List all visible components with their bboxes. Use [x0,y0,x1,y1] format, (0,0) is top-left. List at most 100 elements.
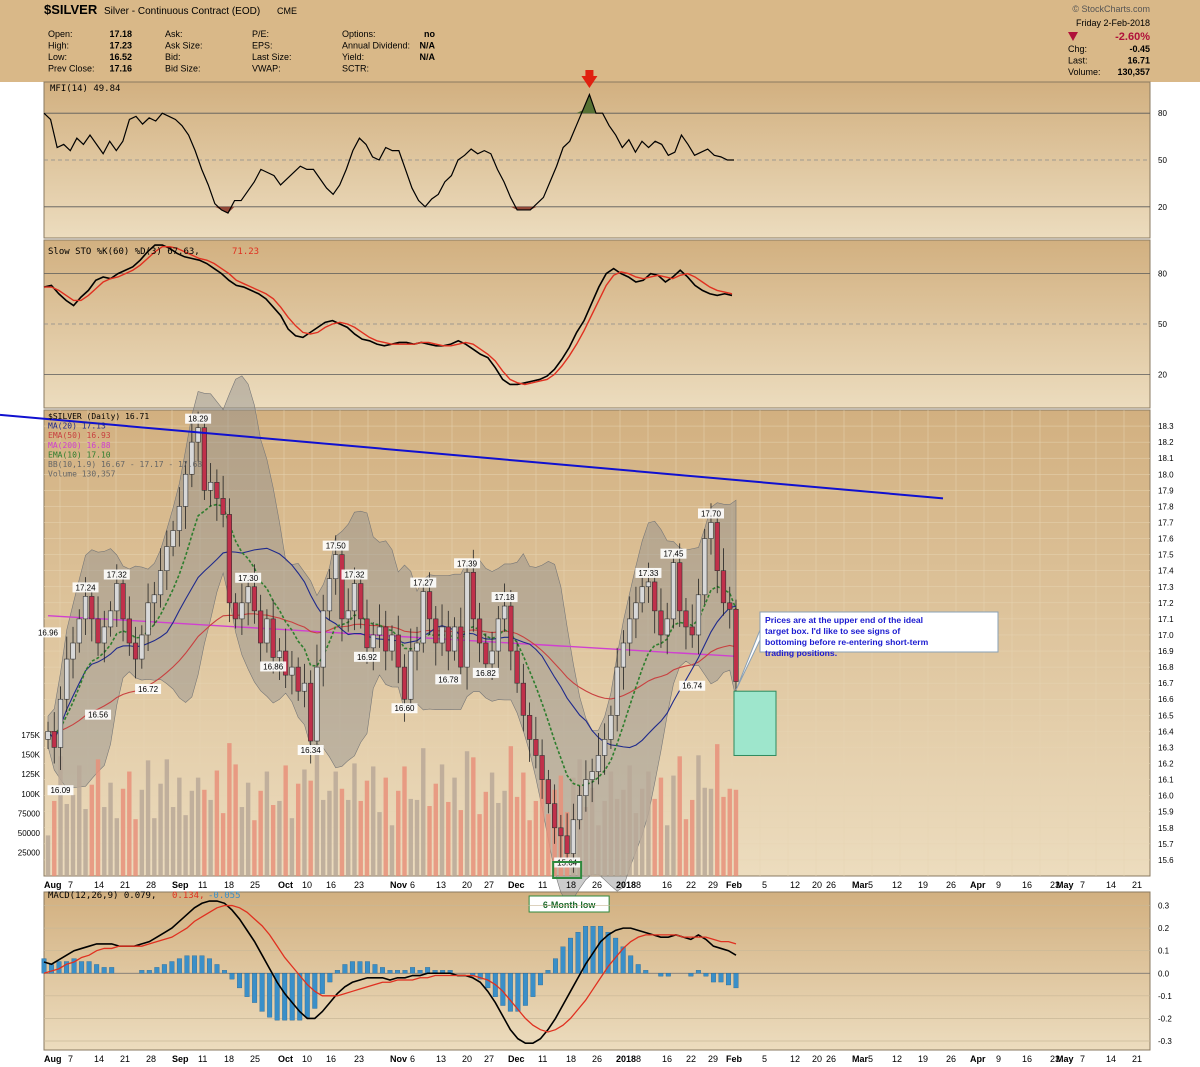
x-axis-label: 26 [592,1054,602,1064]
swing-label-bg [391,703,418,714]
volume-bar [589,787,595,876]
annotation-text: bottoming before re-entering short-term [765,637,929,647]
macd-histogram-bar [244,973,250,997]
volume-bar [189,790,195,876]
volume-bar [514,796,520,876]
axis-tick-label: -0.1 [1158,992,1172,1001]
x-axis-label: Oct [278,1054,293,1064]
sto-legend: Slow STO %K(60) %D(3) 67.63, [48,247,200,257]
swing-label-bg [353,651,380,662]
volume-bar [77,765,82,876]
swing-label-bg [491,592,518,603]
x-axis-label: May [1056,1054,1074,1064]
candle-body [276,650,283,658]
x-axis-label: 12 [790,1054,800,1064]
axis-tick-label: 15.8 [1158,824,1174,833]
candle-body [476,618,483,644]
x-axis-label: 12 [790,880,800,890]
x-axis-label: 18 [224,1054,234,1064]
macd-histogram-bar [380,967,385,974]
x-axis-label: Aug [44,880,62,890]
axis-tick-label: 16.6 [1158,695,1174,704]
candle-body [376,626,383,636]
quote-label: Annual Dividend: [342,41,410,51]
candle-body [364,618,370,649]
quote-label: Volume: [1068,67,1101,77]
axis-tick-label: 16.4 [1158,727,1174,736]
candle-body [64,658,70,700]
x-axis-label: 26 [946,1054,956,1064]
candle-body [201,427,207,491]
axis-tick-label: 17.8 [1158,502,1174,511]
macd-histogram-bar [304,973,310,1018]
volume-bar [70,794,76,876]
swing-label: 18.29 [188,415,209,424]
x-axis-label: 20 [812,880,822,890]
candle-body [132,642,139,660]
swing-label: 17.33 [638,569,659,578]
price-legend-item: MA(20) 17.13 [48,422,106,431]
x-axis-label: 12 [892,880,902,890]
candle-body [595,755,601,772]
x-axis-label: 6 [410,1054,415,1064]
annotation-text: trading positions. [765,648,837,658]
axis-tick-label: 16.7 [1158,679,1174,688]
swing-label: 16.92 [357,653,378,662]
candle-body [157,570,164,596]
volume-bar [602,800,607,876]
volume-bar [608,771,614,876]
macd-histogram-bar [139,970,145,974]
volume-bar [227,743,232,876]
swing-label: 17.50 [326,542,347,551]
candle-body [289,666,295,676]
volume-bar [658,777,664,876]
x-axis-label: 12 [892,1054,902,1064]
slow-sto-panel: 80 50 20 Slow STO %K(60) %D(3) 67.63, 71.23 [43,244,1167,386]
x-axis-label: 21 [120,1054,130,1064]
volume-bar [95,759,101,876]
macd-histogram-bar [658,973,664,977]
x-axis-label: 18 [224,880,234,890]
candle-body [458,626,464,668]
x-axis-label: 23 [354,880,364,890]
volume-bar [396,790,401,876]
axis-tick-label: 15.6 [1158,856,1174,865]
candle-body [520,682,526,716]
volume-bar [58,756,63,876]
annotation-text: target box. I'd like to see signs of [765,626,900,636]
candle-body [439,626,445,644]
macd-histogram-bar [530,973,536,997]
volume-bar [102,807,107,876]
mfi-panel: 80 50 20 MFI(14) 49.84 [43,70,1167,214]
macd-histogram-bar [703,973,709,977]
volume-bar [302,769,307,876]
swing-label: 16.72 [138,685,159,694]
x-axis-label: 7 [68,1054,73,1064]
candle-body [608,715,614,740]
volume-bar [433,783,438,876]
macd-histogram-bar [417,970,423,974]
candle-body [395,634,401,668]
swing-label: 16.60 [394,704,415,713]
macd-signal-line [43,904,737,1033]
candle-body [533,739,539,756]
macd-histogram-bar [364,961,370,974]
axis-tick-label: 17.7 [1158,518,1174,527]
volume-bar [690,799,695,876]
x-axis-label: Oct [278,880,293,890]
volume-bar [477,814,482,876]
macd-histogram-bar [349,961,355,974]
volume-bar [596,825,601,876]
macd-histogram-bar [568,937,573,974]
candle-body [426,591,433,620]
candle-body [208,482,214,491]
x-axis-label: 8 [636,1054,641,1064]
volume-bar [327,790,332,876]
sto-legend-d: 71.23 [232,247,259,257]
volume-bar [715,744,720,876]
volume-bar [408,798,413,876]
candle-body [251,586,258,612]
swing-label-bg [697,508,724,519]
volume-tick-label: 150K [21,751,40,760]
candle-body [76,618,82,644]
